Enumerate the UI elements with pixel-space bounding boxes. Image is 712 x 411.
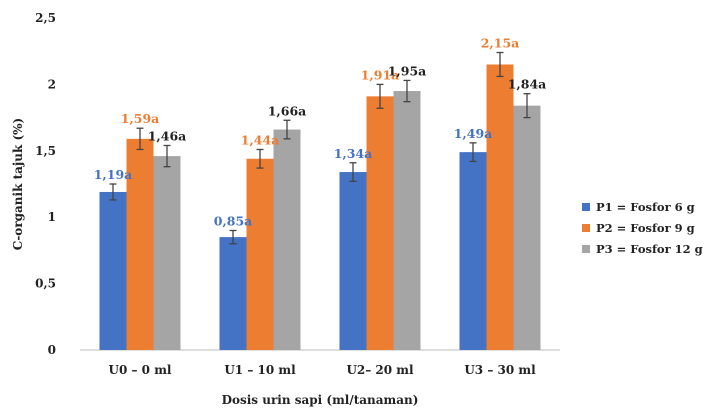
y-tick-label: 2,5 (35, 11, 56, 25)
legend-label: P2 = Fosfor 9 g (596, 220, 695, 235)
data-label: 1,66a (268, 103, 307, 118)
data-label: 1,46a (148, 128, 187, 143)
legend-label: P1 = Fosfor 6 g (596, 199, 695, 214)
data-label: 2,15a (481, 36, 520, 51)
bar (273, 129, 301, 350)
legend-swatch (582, 244, 590, 253)
legend-label: P3 = Fosfor 12 g (596, 241, 703, 256)
x-tick-label: U3 – 30 ml (464, 363, 536, 377)
y-tick-label: 2 (48, 77, 56, 91)
x-axis-ticks: U0 – 0 ml U1 – 10 ml U2– 20 ml U3 – 30 ml (109, 363, 537, 377)
data-label: 0,85a (214, 213, 253, 228)
error-bars (109, 51, 531, 245)
bar (339, 172, 367, 350)
bars (99, 64, 541, 351)
data-label: 1,59a (121, 111, 160, 126)
x-tick-label: U1 – 10 ml (224, 363, 296, 377)
x-tick-label: U0 – 0 ml (109, 363, 172, 377)
y-tick-label: 1,5 (35, 144, 56, 158)
bar (486, 64, 514, 350)
legend-item: P2 = Fosfor 9 g (582, 217, 703, 238)
legend-item: P1 = Fosfor 6 g (582, 196, 703, 217)
legend-swatch (582, 202, 590, 211)
data-label: 1,19a (94, 167, 133, 182)
data-label: 1,34a (334, 146, 373, 161)
bar (246, 158, 274, 350)
y-axis-title: C-organik tajuk (%) (11, 118, 25, 250)
data-label: 1,44a (241, 132, 280, 147)
data-labels: 1,19a 1,59a 1,46a 0,85a 1,44a 1,66a 1,34a 1,91a… (94, 36, 547, 229)
bar (393, 91, 421, 350)
y-tick-label: 1 (48, 210, 56, 224)
bar (99, 191, 127, 350)
legend-item: P3 = Fosfor 12 g (582, 238, 703, 259)
bar (219, 237, 247, 350)
bar (126, 138, 154, 350)
bar (513, 105, 541, 350)
y-axis-ticks: 0 0,5 1 1,5 2 2,5 (35, 11, 56, 357)
bar (459, 152, 487, 350)
data-label: 1,49a (454, 126, 493, 141)
data-label: 1,84a (508, 77, 547, 92)
data-label: 1,91a (361, 67, 400, 82)
data-label: 1,95a (388, 63, 427, 78)
y-tick-label: 0 (48, 343, 56, 357)
legend: P1 = Fosfor 6 g P2 = Fosfor 9 g P3 = Fosfo… (582, 196, 703, 259)
x-axis-title: Dosis urin sapi (ml/tanaman) (222, 393, 419, 407)
bar (366, 96, 394, 351)
bar (153, 156, 181, 350)
x-tick-label: U2– 20 ml (346, 363, 414, 377)
legend-swatch (582, 223, 590, 232)
y-tick-label: 0,5 (35, 277, 56, 291)
